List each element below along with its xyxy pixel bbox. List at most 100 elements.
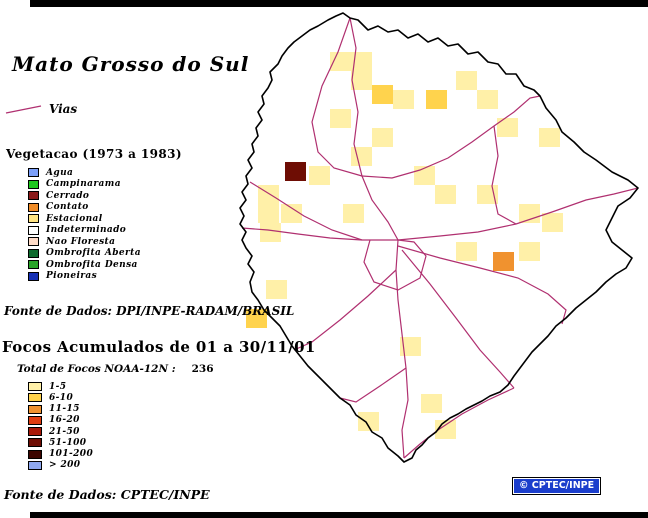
top-black-bar: [30, 0, 648, 7]
focos-cell: [309, 166, 330, 185]
focos-total-label: Total de Focos NOAA-12N :: [17, 363, 176, 375]
legend-item: 11-15: [28, 404, 93, 415]
focos-cell: [266, 280, 287, 299]
focos-cell: [519, 204, 540, 223]
road-line: [249, 181, 363, 241]
legend-swatch: [28, 415, 42, 425]
page-title: Mato Grosso do Sul: [12, 52, 250, 76]
legend-label: Campinarama: [46, 179, 121, 190]
legend-item: Pioneiras: [28, 271, 141, 283]
legend-label: Cerrado: [46, 190, 90, 201]
legend-swatch: [28, 382, 42, 392]
road-line: [293, 269, 397, 351]
legend-item: Estacional: [28, 213, 141, 225]
vegetacao-legend-title: Vegetacao (1973 a 1983): [6, 147, 182, 161]
vias-line-stroke: [5, 105, 42, 114]
vias-label: Vias: [49, 102, 78, 116]
legend-item: 101-200: [28, 449, 93, 460]
focos-cell: [258, 204, 279, 223]
road-line: [403, 387, 515, 459]
focos-title: Focos Acumulados de 01 a 30/11/01: [2, 338, 316, 356]
focos-cell: [258, 185, 279, 204]
legend-item: 21-50: [28, 426, 93, 437]
legend-swatch: [28, 168, 39, 178]
road-line: [339, 367, 407, 403]
legend-item: Contato: [28, 202, 141, 214]
legend-label: 51-100: [49, 437, 87, 448]
road-line: [311, 17, 363, 177]
legend-item: > 200: [28, 460, 93, 471]
focos-cell: [400, 337, 421, 356]
legend-label: Ombrofita Densa: [46, 259, 138, 270]
focos-cell: [421, 394, 442, 413]
legend-label: 101-200: [49, 449, 94, 460]
focos-cell: [493, 252, 514, 271]
legend-item: 16-20: [28, 415, 93, 426]
focos-cell: [260, 223, 281, 242]
vegetacao-legend-list: Agua Campinarama Cerrado Contato Estacional I…: [28, 167, 141, 282]
legend-swatch: [28, 225, 39, 235]
road-line: [363, 239, 427, 291]
vias-legend: Vias: [5, 102, 77, 116]
vias-line-icon: [5, 105, 42, 114]
legend-swatch: [28, 449, 42, 459]
focos-cell: [539, 128, 560, 147]
road-line: [241, 227, 398, 241]
copyright-badge: © CPTEC/INPE: [512, 477, 602, 495]
legend-label: 1-5: [49, 381, 67, 392]
focos-cell: [414, 166, 435, 185]
legend-item: 6-10: [28, 392, 93, 403]
focos-cell: [542, 213, 563, 232]
focos-cell: [519, 242, 540, 261]
legend-item: Cerrado: [28, 190, 141, 202]
state-outline: [239, 12, 639, 463]
copyright-text: © CPTEC/INPE: [519, 480, 595, 491]
focos-legend-list: 1-5 6-10 11-15 16-20 21-50 51-100 101-200 > 200: [28, 381, 93, 471]
legend-swatch: [28, 260, 39, 270]
legend-swatch: [28, 179, 39, 189]
road-line: [349, 17, 409, 459]
focos-cell: [351, 147, 372, 166]
legend-label: Ombrofita Aberta: [46, 248, 141, 259]
road-line: [401, 249, 515, 389]
legend-item: Campinarama: [28, 179, 141, 191]
legend-swatch: [28, 248, 39, 258]
road-line: [397, 245, 567, 325]
focos-cell: [285, 162, 306, 181]
legend-swatch: [28, 427, 42, 437]
focos-cell: [426, 90, 447, 109]
legend-swatch: [28, 191, 39, 201]
legend-swatch: [28, 404, 42, 414]
legend-swatch: [28, 237, 39, 247]
legend-label: Agua: [46, 167, 74, 178]
legend-label: 21-50: [49, 426, 80, 437]
road-line: [397, 187, 639, 241]
legend-label: 11-15: [49, 404, 80, 415]
legend-label: Indeterminado: [46, 225, 127, 236]
focos-cell: [351, 52, 372, 71]
legend-label: Nao Floresta: [46, 236, 116, 247]
focos-cell: [281, 204, 302, 223]
legend-label: 6-10: [49, 392, 74, 403]
legend-swatch: [28, 393, 42, 403]
focos-cell: [358, 412, 379, 431]
focos-cell: [435, 185, 456, 204]
focos-cell: [372, 128, 393, 147]
road-line: [361, 95, 541, 179]
focos-cell: [456, 71, 477, 90]
focos-cell: [393, 90, 414, 109]
legend-item: 1-5: [28, 381, 93, 392]
focos-cell: [351, 71, 372, 90]
legend-item: Indeterminado: [28, 225, 141, 237]
legend-label: > 200: [49, 460, 81, 471]
legend-label: Contato: [46, 202, 89, 213]
legend-item: Ombrofita Densa: [28, 259, 141, 271]
focos-total: Total de Focos NOAA-12N : 236: [17, 363, 214, 375]
focos-cell: [246, 309, 267, 328]
focos-total-value: 236: [191, 363, 214, 375]
legend-label: Pioneiras: [46, 271, 98, 282]
legend-swatch: [28, 214, 39, 224]
vegetacao-source-text: Fonte de Dados: DPI/INPE-RADAM/BRASIL: [4, 304, 295, 318]
legend-item: Agua: [28, 167, 141, 179]
